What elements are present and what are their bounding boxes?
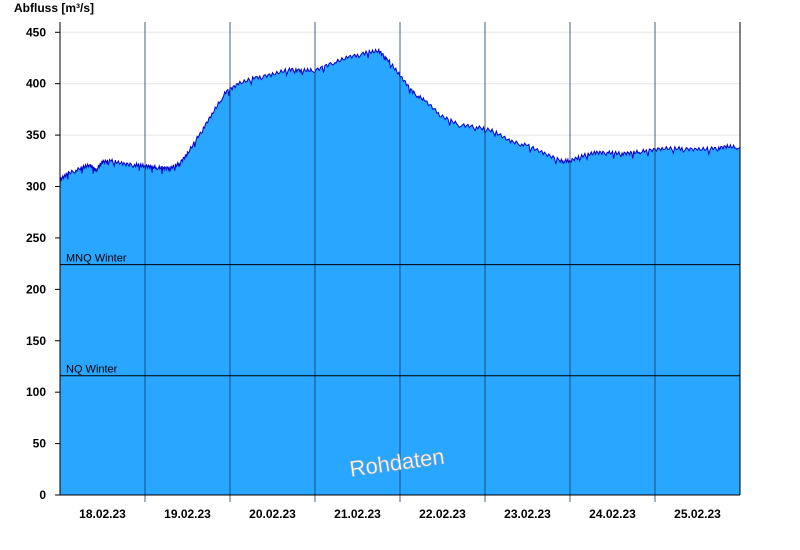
day-separator-layer xyxy=(144,22,656,502)
reference-label-0: MNQ Winter xyxy=(66,253,127,265)
y-tick-label-0: 0 xyxy=(39,488,46,502)
y-tick-label-100: 100 xyxy=(26,385,46,399)
x-tick-label-2: 20.02.23 xyxy=(249,507,296,521)
x-tick-label-5: 23.02.23 xyxy=(504,507,551,521)
y-axis-title: Abfluss [m³/s] xyxy=(14,1,95,15)
x-tick-label-6: 24.02.23 xyxy=(589,507,636,521)
y-tick-label-50: 50 xyxy=(33,437,47,451)
y-tick-label-400: 400 xyxy=(26,77,46,91)
y-tick-label-450: 450 xyxy=(26,25,46,39)
x-tick-label-1: 19.02.23 xyxy=(164,507,211,521)
y-tick-label-200: 200 xyxy=(26,282,46,296)
reference-lines-layer: MNQ Winter NQ Winter xyxy=(60,253,740,377)
discharge-line xyxy=(59,47,741,184)
y-tick-label-250: 250 xyxy=(26,231,46,245)
y-tick-label-300: 300 xyxy=(26,180,46,194)
x-tick-label-4: 22.02.23 xyxy=(419,507,466,521)
y-tick-label-350: 350 xyxy=(26,128,46,142)
reference-label-1: NQ Winter xyxy=(66,364,118,376)
x-tick-label-7: 25.02.23 xyxy=(674,507,721,521)
x-tick-label-0: 18.02.23 xyxy=(79,507,126,521)
y-tick-label-150: 150 xyxy=(26,334,46,348)
axis-layer: 0 50 100 150 200 250 300 350 400 450 18.02.23 19.02… xyxy=(26,22,741,521)
x-tick-label-3: 21.02.23 xyxy=(334,507,381,521)
